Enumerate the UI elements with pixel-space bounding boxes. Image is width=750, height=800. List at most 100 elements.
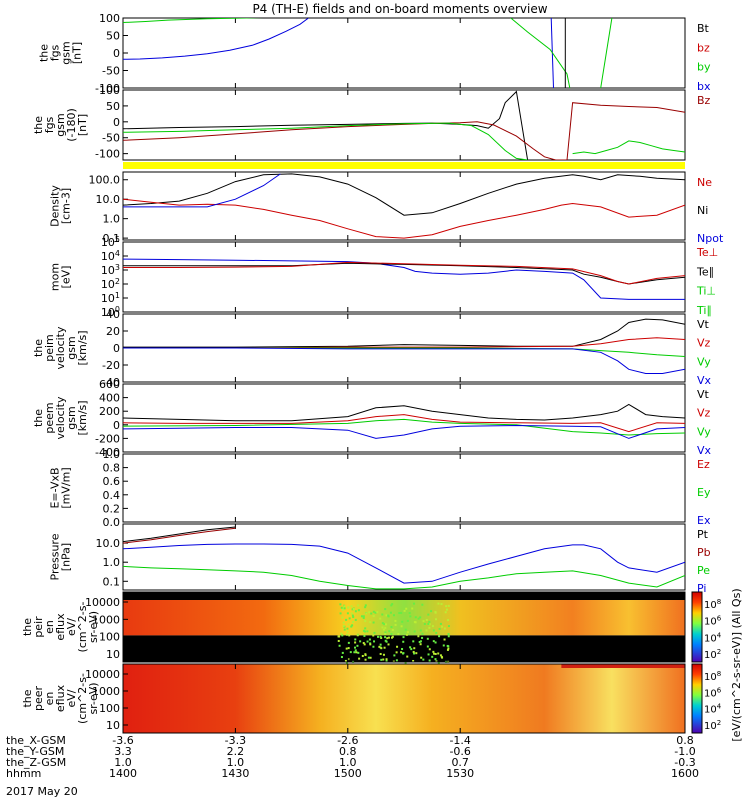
- heatmap-cell: [420, 643, 422, 645]
- heatmap-cell: [345, 619, 347, 621]
- legend-item: Ni: [697, 204, 708, 217]
- heatmap-cell: [369, 621, 371, 623]
- heatmap-cell: [448, 625, 450, 627]
- heatmap-cell: [407, 620, 409, 622]
- y-tick-label: 50: [106, 30, 120, 43]
- y-tick-label: 600: [99, 378, 120, 391]
- y-tick-label: 104: [101, 249, 120, 263]
- legend-item: Ey: [697, 486, 711, 499]
- heatmap-cell: [437, 603, 439, 605]
- series-line-Vx: [123, 348, 685, 374]
- y-tick-label: 200: [99, 405, 120, 418]
- y-axis-label: thefgsgsm[nT]: [38, 41, 84, 64]
- heatmap-cell: [352, 616, 354, 618]
- y-tick-label: 100.0: [89, 174, 121, 187]
- y-tick-label: 100: [99, 631, 120, 644]
- colorbar-tick-label: 102: [704, 719, 721, 732]
- heatmap-cell: [390, 626, 392, 628]
- y-axis-label-line: sr-eV): [87, 682, 100, 714]
- y-tick-label: 0: [113, 47, 120, 60]
- heatmap-cell: [390, 604, 392, 606]
- legend-item: Vz: [697, 337, 711, 350]
- heatmap-cell: [368, 611, 370, 613]
- heatmap-cell: [386, 658, 388, 660]
- heatmap-cell: [365, 659, 367, 661]
- colorbar-tick-label: 102: [704, 648, 721, 661]
- heatmap-cell: [400, 651, 402, 653]
- heatmap-cell: [347, 606, 349, 608]
- y-axis-label: thepeerenefluxeV/(cm^2-s-sr-eV): [21, 673, 100, 724]
- y-tick-label: 0.6: [103, 475, 121, 488]
- heatmap-cell: [432, 651, 434, 653]
- y-tick-label: -200: [95, 432, 120, 445]
- heatmap-cell: [422, 659, 424, 661]
- heatmap-cell: [364, 631, 366, 633]
- y-tick-label: 100: [99, 84, 120, 97]
- series-line-Pe: [123, 566, 685, 589]
- legend-item: Vy: [697, 355, 711, 368]
- heatmap-cell: [430, 610, 432, 612]
- y-tick-label: 0.0: [103, 516, 121, 529]
- legend-item: Pt: [697, 528, 709, 541]
- heatmap-cell: [340, 612, 342, 614]
- heatmap-cell: [448, 633, 450, 635]
- legend-item: Pe: [697, 564, 710, 577]
- legend-item: by: [697, 61, 711, 74]
- heatmap-cell: [445, 605, 447, 607]
- heatmap-cell: [346, 628, 348, 630]
- x-axis-labels: the_X-GSM -3.6 -3.3 -2.6 -1.4 0.8the_Y-GSM 3.3…: [6, 734, 699, 780]
- legend-item: Ne: [697, 176, 712, 189]
- y-axis-label-line: [km/s]: [76, 400, 89, 435]
- heatmap-cell: [432, 625, 434, 627]
- series-line-Ti: [123, 259, 685, 299]
- heatmap-cell: [372, 646, 374, 648]
- heatmap-cell: [415, 652, 417, 654]
- y-axis-label: E=-VxB[mV/m]: [49, 467, 73, 508]
- y-axis-label-line: [mV/m]: [60, 467, 73, 508]
- heatmap-cell: [354, 638, 356, 640]
- heatmap-cell: [441, 626, 443, 628]
- heatmap-cell: [344, 607, 346, 609]
- heatmap-cell: [344, 629, 346, 631]
- legend-item: Vy: [697, 425, 711, 438]
- y-tick-label: 20: [106, 325, 120, 338]
- heatmap-cell: [380, 636, 382, 638]
- heatmap-cell: [393, 614, 395, 616]
- heatmap-cell: [387, 615, 389, 617]
- legend-item: bz: [697, 41, 710, 54]
- heatmap-cell: [363, 635, 365, 637]
- y-tick-label: 100: [99, 12, 120, 25]
- legend-item: Ex: [697, 514, 711, 527]
- heatmap-cell: [372, 635, 374, 637]
- heatmap-cell: [341, 656, 343, 658]
- series-line-by-late: [511, 18, 570, 88]
- heatmap-cell: [433, 629, 435, 631]
- x-row-value: 1600: [671, 767, 699, 780]
- overview-figure: P4 (TH-E) fields and on-board moments ov…: [0, 0, 750, 800]
- heatmap-cell: [448, 635, 450, 637]
- heatmap-cell: [428, 653, 430, 655]
- legend-item: Ti∥: [696, 304, 712, 317]
- y-tick-label: 400: [99, 392, 120, 405]
- series-line-green: [123, 123, 528, 160]
- heatmap-cell: [348, 647, 350, 649]
- heatmap-cell: [380, 659, 382, 661]
- heatmap-cell: [384, 633, 386, 635]
- legend-item: Npot: [697, 232, 724, 245]
- heatmap-cell: [392, 629, 394, 631]
- heatmap-cell: [364, 627, 366, 629]
- heatmap-cell: [421, 604, 423, 606]
- heatmap-cell: [402, 641, 404, 643]
- y-axis-label: thefgsgsm(-180)[nT]: [32, 108, 89, 142]
- y-axis-label: thepeemvelocitygsm[km/s]: [32, 396, 89, 439]
- heatmap-cell: [420, 630, 422, 632]
- heatmap-cell: [387, 643, 389, 645]
- heatmap-cell: [355, 619, 357, 621]
- heatmap-cell: [401, 625, 403, 627]
- y-tick-label: 1.0: [103, 213, 121, 226]
- colorbar-label: [eV/(cm^2-s-sr-eV)] (All Qs): [730, 588, 743, 741]
- heatmap-cell: [444, 627, 446, 629]
- heatmap-cell: [364, 620, 366, 622]
- y-tick-label: 100: [99, 702, 120, 715]
- series-group: [123, 527, 685, 589]
